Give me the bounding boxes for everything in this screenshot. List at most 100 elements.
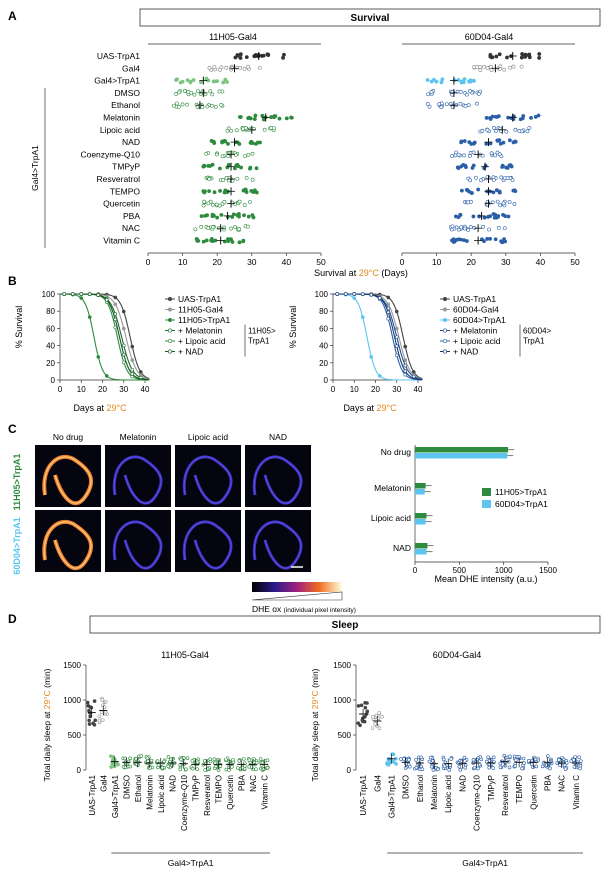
data-point [494, 54, 499, 59]
data-point [458, 101, 463, 106]
data-point [201, 239, 206, 244]
data-point [221, 80, 226, 85]
data-point [444, 102, 449, 107]
data-point [476, 92, 481, 96]
curve-point [121, 343, 126, 348]
y-tick-label: 20 [319, 359, 328, 368]
data-point [527, 125, 532, 130]
row-label: UAS-TrpA1 [97, 51, 140, 61]
curve-point [343, 292, 348, 296]
data-point [513, 127, 518, 132]
curve-point [113, 325, 118, 330]
data-point [92, 699, 97, 703]
data-point [536, 113, 541, 118]
data-point [499, 175, 504, 180]
gut-highlight [113, 521, 162, 569]
data-point [523, 52, 528, 57]
data-point [184, 767, 188, 772]
data-point [497, 190, 502, 195]
data-point [578, 766, 582, 771]
data-point [218, 764, 223, 768]
data-point [387, 761, 392, 765]
data-point [123, 765, 128, 769]
data-point [212, 79, 217, 84]
data-point [277, 116, 282, 121]
legend-marker [442, 317, 447, 322]
y-tick-label: 20 [46, 359, 55, 368]
data-point [211, 139, 216, 144]
data-point [100, 718, 105, 722]
y-tick-label: 0 [77, 766, 82, 775]
data-point [488, 214, 493, 219]
data-point [225, 165, 230, 170]
data-point [217, 89, 222, 94]
legend-marker [168, 296, 173, 301]
curve-point [104, 374, 109, 378]
data-point [365, 709, 370, 714]
category-label: Melatonin [145, 775, 154, 810]
data-point [498, 765, 503, 770]
category-label: UAS-TrpA1 [88, 774, 97, 815]
category-label: NAC [249, 775, 258, 792]
category-label: Gal4 [99, 774, 108, 791]
data-point [420, 767, 425, 772]
category-label: Lipoic acid [444, 775, 453, 813]
data-point [193, 227, 198, 232]
row-label: Lipoic acid [100, 125, 140, 135]
data-point [156, 763, 161, 767]
curve-point [369, 292, 374, 297]
data-point [419, 764, 423, 769]
data-point [219, 102, 224, 107]
category-label: Vitamin C [260, 775, 269, 810]
sleep-ylabel-right: Total daily sleep at 29°C (min) [310, 668, 320, 781]
data-point [233, 153, 238, 157]
x-tick-label: 30 [247, 257, 257, 267]
data-point [377, 711, 382, 715]
data-point [155, 759, 160, 764]
x-tick-label: 20 [98, 385, 107, 394]
category-label: Ethanol [134, 775, 143, 802]
data-point [93, 718, 98, 723]
data-point [572, 765, 577, 769]
panel-label-c: C [8, 422, 17, 436]
legend-swatch [482, 488, 491, 496]
survival-xticks: 0 10 20 30 40 50 0 10 20 30 40 50 [146, 253, 580, 267]
data-point [475, 101, 479, 106]
curve-point [335, 292, 340, 296]
data-point [202, 759, 207, 763]
data-point [235, 766, 240, 770]
curves-ylabel-right: % Survival [288, 306, 298, 349]
data-point [250, 177, 255, 182]
row-label: NAD [122, 137, 140, 147]
data-point [237, 199, 242, 204]
data-point [207, 66, 212, 70]
data-point [235, 176, 240, 181]
data-point [373, 722, 377, 726]
data-point [429, 764, 434, 769]
dhe-scale-wedge [251, 591, 343, 601]
data-point [238, 52, 243, 57]
group-label: Gal4>TrpA1 [168, 858, 214, 868]
data-point [205, 104, 210, 109]
x-tick-label: 20 [212, 257, 222, 267]
curve-point [386, 295, 391, 300]
data-point [356, 721, 361, 725]
legend-marker [168, 338, 173, 343]
y-tick-label: 80 [46, 307, 55, 316]
data-point [450, 224, 455, 229]
data-point [484, 116, 489, 120]
dhe-bar-chart: 0 500 1000 1500 No drug Melatonin Lipoic acid N… [371, 445, 557, 575]
data-point [432, 77, 436, 82]
data-point [217, 203, 222, 208]
data-point [492, 215, 497, 220]
category-label: Resveratrol [501, 775, 510, 816]
curve-point [130, 367, 135, 372]
data-point [185, 102, 189, 107]
category-label: TMPyP [191, 775, 200, 801]
curve-point [130, 344, 135, 349]
legend-bracket-label: 11H05> [248, 327, 276, 336]
data-point [229, 226, 233, 231]
data-point [537, 56, 542, 60]
legend-marker [168, 328, 173, 333]
survival-header: Survival [351, 13, 390, 24]
